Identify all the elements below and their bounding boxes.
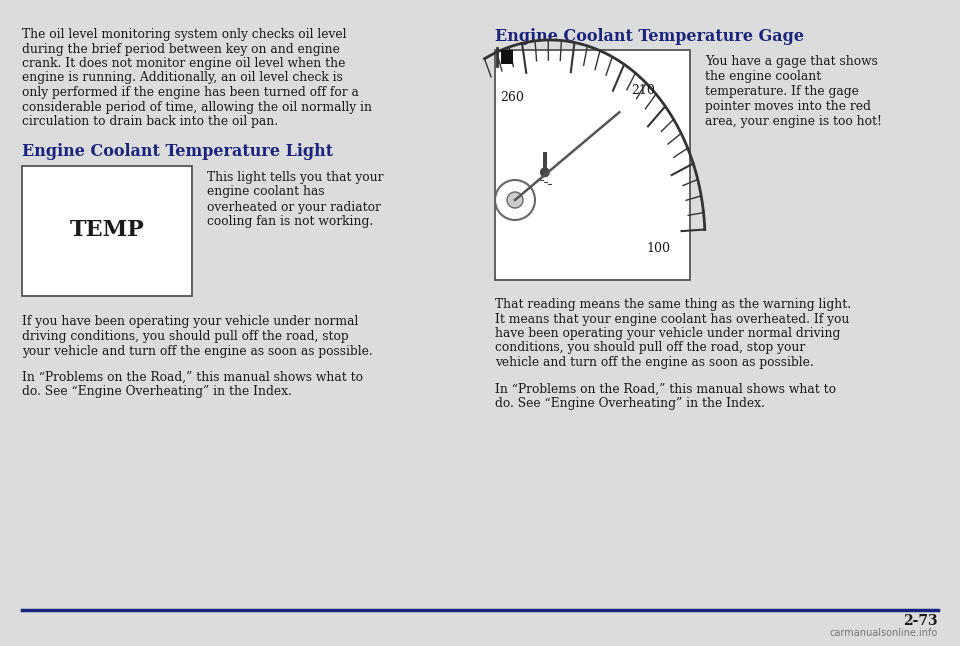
Text: 210: 210 — [632, 84, 655, 98]
Text: 260: 260 — [500, 91, 524, 105]
Text: This light tells you that your: This light tells you that your — [207, 171, 383, 183]
Text: Engine Coolant Temperature Gage: Engine Coolant Temperature Gage — [495, 28, 804, 45]
Text: conditions, you should pull off the road, stop your: conditions, you should pull off the road… — [495, 342, 805, 355]
Text: If you have been operating your vehicle under normal: If you have been operating your vehicle … — [22, 315, 358, 329]
Text: the engine coolant: the engine coolant — [705, 70, 821, 83]
Text: have been operating your vehicle under normal driving: have been operating your vehicle under n… — [495, 327, 840, 340]
Text: In “Problems on the Road,” this manual shows what to: In “Problems on the Road,” this manual s… — [495, 382, 836, 395]
Circle shape — [495, 180, 535, 220]
Text: temperature. If the gage: temperature. If the gage — [705, 85, 859, 98]
Text: pointer moves into the red: pointer moves into the red — [705, 100, 871, 113]
Text: engine coolant has: engine coolant has — [207, 185, 324, 198]
Bar — [500, 50, 513, 65]
Text: during the brief period between key on and engine: during the brief period between key on a… — [22, 43, 340, 56]
Text: engine is running. Additionally, an oil level check is: engine is running. Additionally, an oil … — [22, 72, 343, 85]
Text: You have a gage that shows: You have a gage that shows — [705, 55, 877, 68]
Text: In “Problems on the Road,” this manual shows what to: In “Problems on the Road,” this manual s… — [22, 371, 363, 384]
Text: driving conditions, you should pull off the road, stop: driving conditions, you should pull off … — [22, 330, 348, 343]
Text: It means that your engine coolant has overheated. If you: It means that your engine coolant has ov… — [495, 313, 850, 326]
Text: TEMP: TEMP — [70, 220, 144, 242]
Text: your vehicle and turn off the engine as soon as possible.: your vehicle and turn off the engine as … — [22, 344, 372, 357]
Text: 100: 100 — [646, 242, 670, 255]
Bar — [542, 152, 547, 172]
Circle shape — [507, 192, 523, 208]
Text: crank. It does not monitor engine oil level when the: crank. It does not monitor engine oil le… — [22, 57, 346, 70]
Text: overheated or your radiator: overheated or your radiator — [207, 200, 381, 213]
Text: considerable period of time, allowing the oil normally in: considerable period of time, allowing th… — [22, 101, 372, 114]
Text: area, your engine is too hot!: area, your engine is too hot! — [705, 115, 882, 128]
Text: That reading means the same thing as the warning light.: That reading means the same thing as the… — [495, 298, 852, 311]
Text: The oil level monitoring system only checks oil level: The oil level monitoring system only che… — [22, 28, 347, 41]
Text: carmanualsonline.info: carmanualsonline.info — [829, 628, 938, 638]
Circle shape — [540, 167, 550, 177]
Text: only performed if the engine has been turned off for a: only performed if the engine has been tu… — [22, 86, 359, 99]
Text: 2-73: 2-73 — [903, 614, 938, 628]
Bar — [22, 165, 192, 295]
Text: Engine Coolant Temperature Light: Engine Coolant Temperature Light — [22, 143, 333, 160]
Text: cooling fan is not working.: cooling fan is not working. — [207, 216, 373, 229]
Bar — [495, 50, 690, 280]
Text: circulation to drain back into the oil pan.: circulation to drain back into the oil p… — [22, 115, 278, 128]
Text: vehicle and turn off the engine as soon as possible.: vehicle and turn off the engine as soon … — [495, 356, 814, 369]
Text: do. See “Engine Overheating” in the Index.: do. See “Engine Overheating” in the Inde… — [22, 386, 292, 399]
Text: do. See “Engine Overheating” in the Index.: do. See “Engine Overheating” in the Inde… — [495, 397, 765, 410]
